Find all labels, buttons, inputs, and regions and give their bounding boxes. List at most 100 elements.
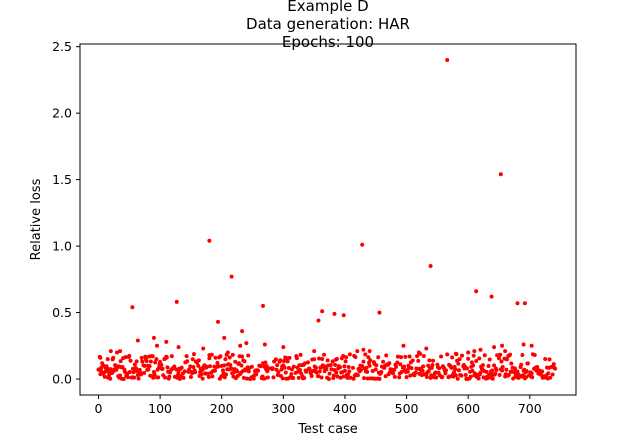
x-axis-ticks: 0 100 200 300 400 500 600 700 [95, 395, 542, 416]
x-axis-label: Test case [297, 422, 358, 437]
data-point [477, 356, 482, 361]
data-point [206, 375, 211, 380]
data-point [478, 370, 483, 375]
data-point [431, 358, 436, 363]
chart-title-line: Example D [287, 0, 368, 15]
y-tick-label: 0.5 [52, 305, 72, 320]
data-point [209, 352, 214, 357]
data-point [181, 375, 186, 380]
data-point [405, 369, 410, 374]
data-point [244, 341, 249, 346]
data-point [358, 367, 363, 372]
data-point [317, 369, 322, 374]
data-point [332, 311, 337, 316]
data-point [201, 346, 206, 351]
data-point [97, 354, 102, 359]
data-point [136, 376, 141, 381]
data-point [342, 364, 347, 369]
data-point [434, 375, 439, 380]
data-point [391, 371, 395, 376]
data-point [504, 357, 509, 362]
data-point [347, 369, 352, 374]
data-point [470, 368, 475, 373]
data-point [360, 242, 365, 247]
data-point [174, 299, 179, 304]
data-point [207, 356, 212, 361]
data-point [525, 361, 530, 366]
data-point [108, 349, 113, 354]
data-point [453, 373, 458, 378]
data-point [150, 354, 155, 359]
data-point [553, 366, 558, 371]
data-point [155, 343, 160, 348]
data-point [453, 367, 458, 372]
data-point [128, 358, 133, 363]
data-point [319, 375, 324, 380]
data-point [153, 360, 158, 365]
data-point [147, 364, 152, 369]
data-point [139, 372, 143, 377]
data-point [445, 57, 450, 62]
data-point [312, 349, 317, 354]
data-point [456, 368, 461, 373]
data-point [493, 371, 498, 376]
data-point [455, 376, 460, 381]
data-point [506, 372, 511, 377]
data-point [504, 367, 509, 372]
data-point [474, 359, 479, 363]
data-point [433, 370, 438, 375]
data-point [239, 363, 244, 368]
data-point [282, 365, 287, 370]
data-point [447, 374, 452, 379]
data-point [287, 355, 292, 360]
data-point [307, 367, 312, 372]
data-point [235, 369, 240, 374]
data-point [551, 362, 556, 367]
data-point [498, 352, 503, 357]
data-point [114, 350, 119, 355]
y-tick-label: 1.5 [52, 172, 72, 187]
data-point [353, 355, 358, 360]
data-point [309, 374, 314, 379]
data-point [296, 375, 301, 380]
data-point [126, 375, 131, 380]
data-point [367, 363, 372, 368]
data-point [223, 357, 228, 362]
data-point [529, 371, 534, 376]
data-point [244, 376, 249, 381]
data-point [503, 349, 508, 354]
data-point [457, 357, 462, 362]
data-point [111, 355, 116, 360]
data-point [334, 370, 339, 375]
data-point [280, 376, 285, 381]
data-point [392, 367, 397, 372]
data-point [196, 358, 201, 363]
data-point [188, 374, 193, 379]
data-point [291, 364, 296, 369]
data-point [420, 368, 425, 373]
data-point [261, 303, 265, 308]
data-point [210, 374, 215, 379]
data-point [520, 352, 525, 357]
data-point [320, 357, 325, 362]
data-point [344, 355, 349, 360]
data-point [134, 366, 139, 371]
data-point [227, 355, 232, 360]
data-point [144, 359, 149, 364]
data-point [370, 369, 375, 374]
data-point [543, 356, 548, 361]
data-point [151, 335, 156, 340]
data-point [289, 372, 294, 377]
data-point [341, 374, 346, 379]
data-point [548, 375, 553, 380]
data-point [509, 361, 514, 366]
data-point [437, 366, 442, 371]
data-point [466, 350, 471, 355]
data-point [424, 375, 429, 380]
data-point [324, 367, 329, 372]
data-point [368, 358, 373, 363]
data-point [251, 376, 256, 381]
data-point [342, 368, 347, 373]
data-point [233, 359, 238, 364]
data-point [413, 370, 418, 375]
